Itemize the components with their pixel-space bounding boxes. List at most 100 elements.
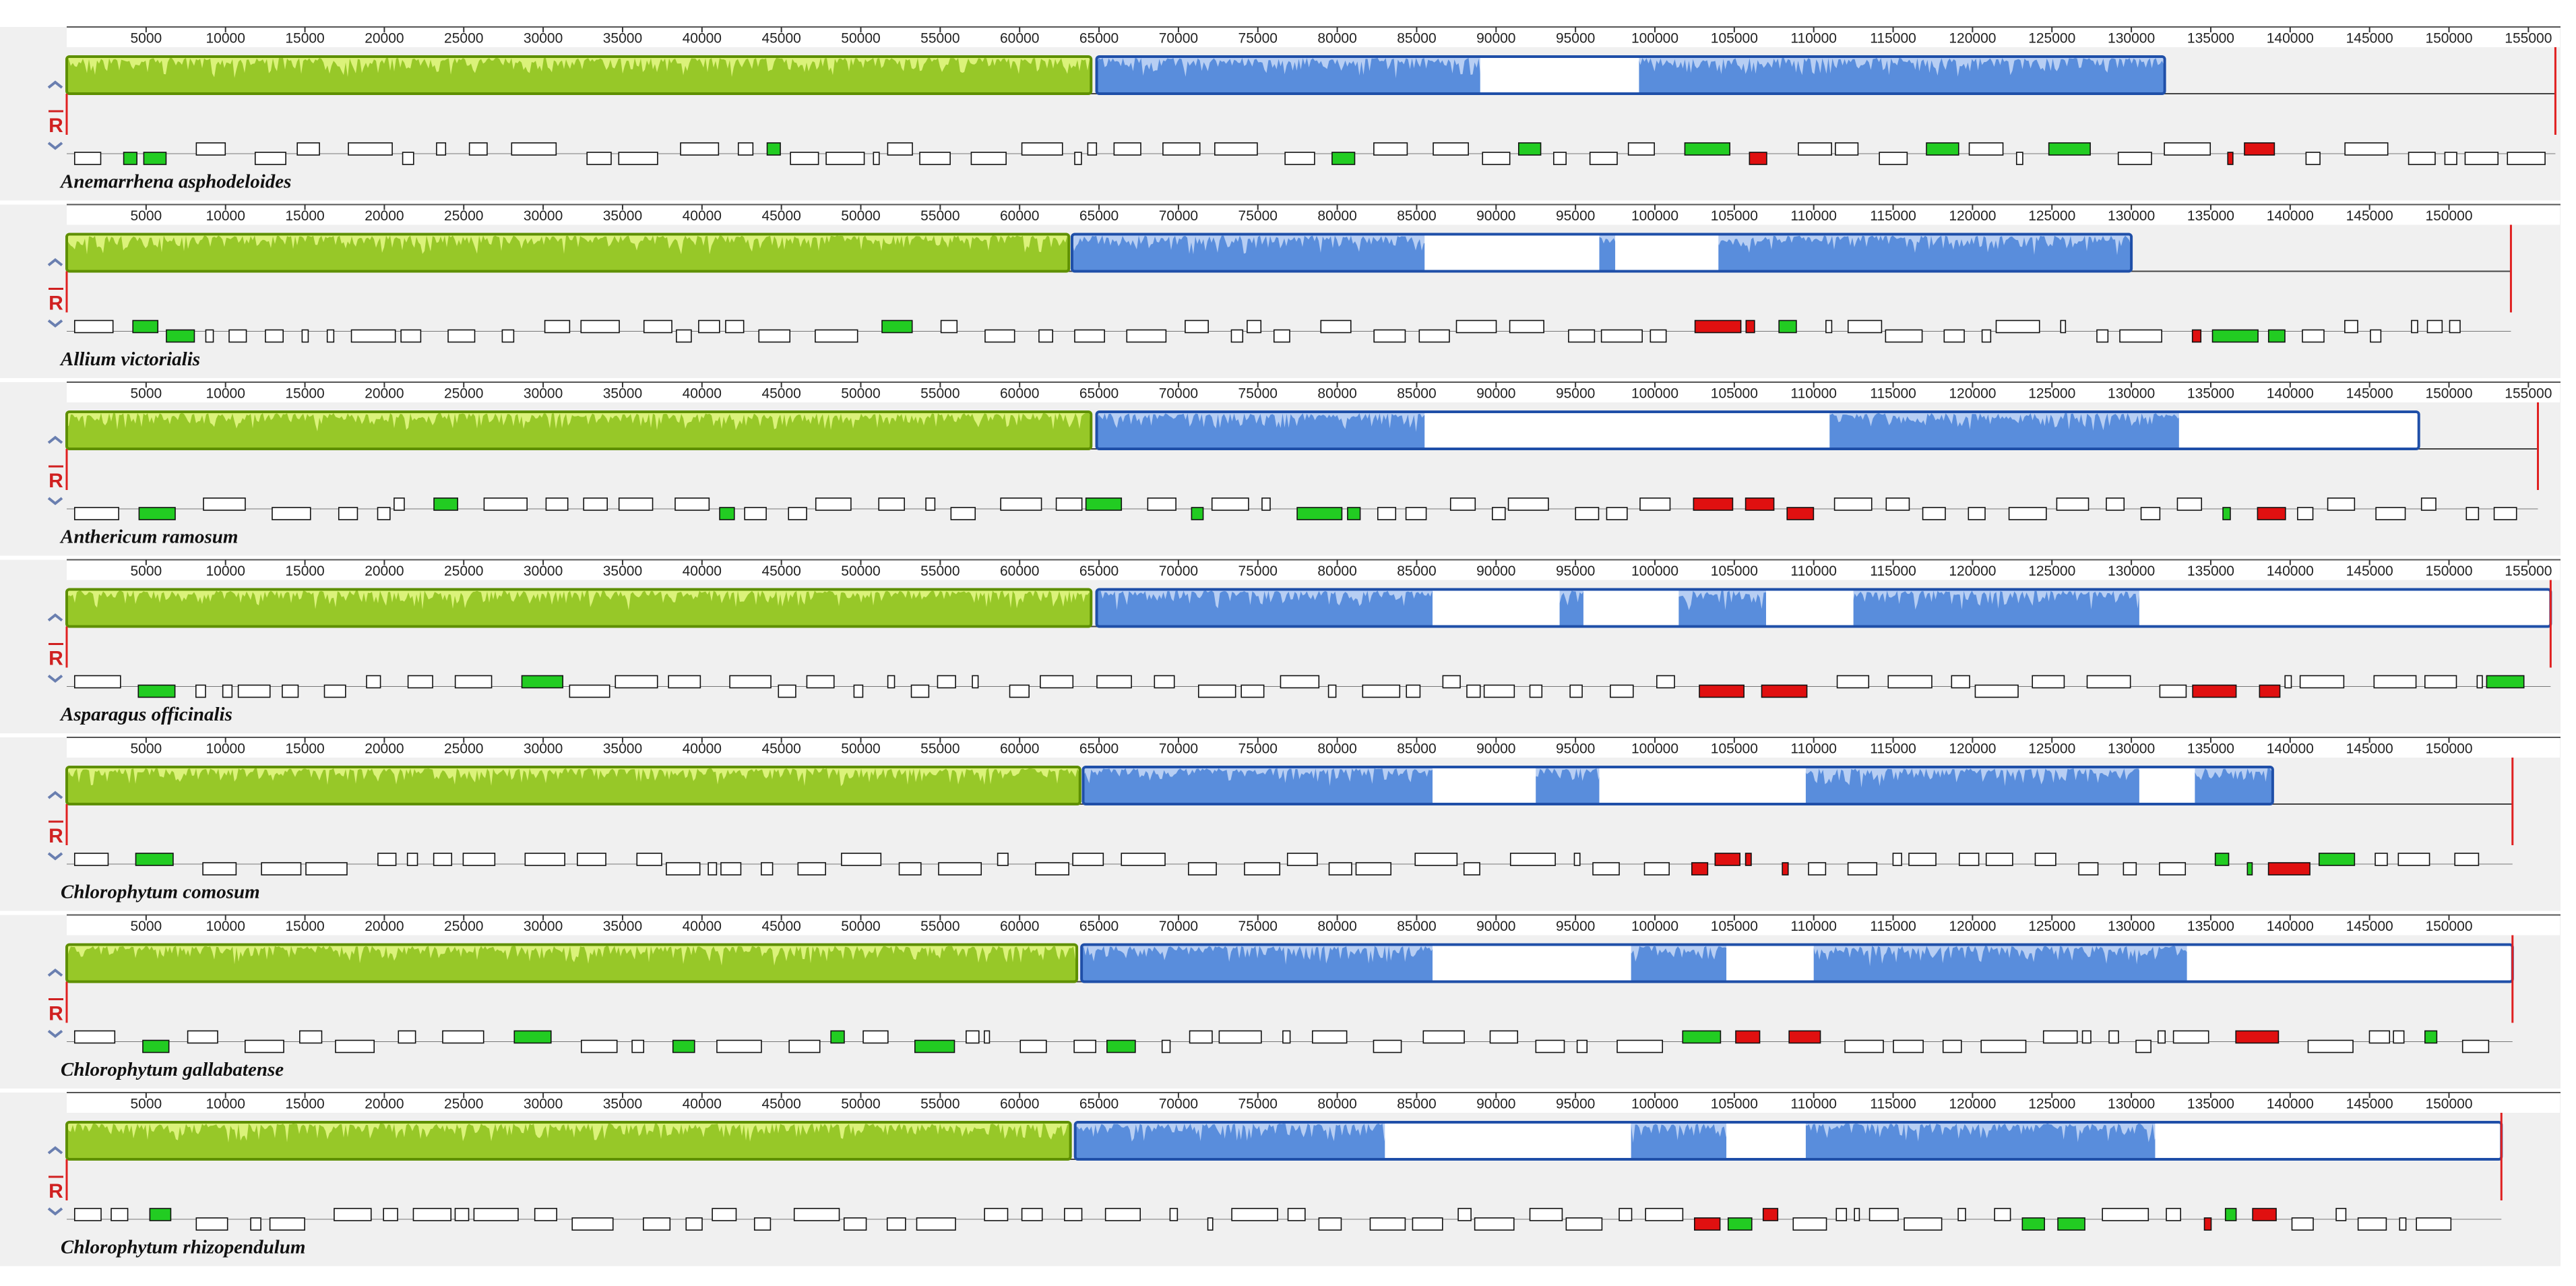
gene-feature [1529,1208,1563,1221]
gene-feature [1369,1217,1406,1231]
gene-feature [2335,1208,2347,1221]
gene-feature [73,319,114,334]
reverse-toggle[interactable]: R [49,647,63,669]
lcb-border [65,1121,1072,1161]
ruler-label: 110000 [1790,208,1837,224]
similarity-profile [67,235,1069,272]
gene-feature [1808,862,1827,876]
gene-feature [501,329,515,343]
gene-feature [1286,853,1318,866]
scroll-down[interactable] [47,1029,63,1039]
ruler-label: 135000 [2187,386,2234,402]
gene-feature [1957,1208,1966,1221]
scroll-up[interactable] [47,435,63,444]
genome-name: Allium victorialis [59,348,200,370]
reverse-toggle[interactable]: R [49,1002,63,1024]
gene-feature [2227,152,2234,165]
gene-feature [914,1039,955,1053]
scroll-up[interactable] [47,791,63,799]
ruler-label: 105000 [1711,563,1758,579]
ruler-label: 120000 [1949,741,1996,757]
ruler-label: 50000 [841,741,880,757]
gene-feature [672,1039,695,1053]
ruler-label: 115000 [1870,31,1916,47]
gene-feature [1466,684,1481,698]
ruler-label: 75000 [1238,1097,1278,1112]
gene-feature [761,862,774,876]
ruler-label: 40000 [683,386,722,402]
gene-feature [1735,1030,1761,1044]
reverse-toggle[interactable]: R [49,292,63,314]
ruler-background [67,1093,2560,1113]
gene-feature [335,1039,375,1053]
scroll-down[interactable] [47,852,63,861]
gene-feature [970,152,1007,165]
gene-feature [2416,1217,2452,1231]
scroll-down[interactable] [47,142,63,150]
gene-feature [1074,152,1082,165]
ruler-label: 115000 [1870,563,1916,579]
gene-feature [744,507,767,520]
gene-feature [1104,1208,1141,1221]
reverse-toggle[interactable]: R [49,1180,63,1202]
gene-feature [350,329,396,343]
ruler-label: 75000 [1238,741,1278,757]
gene-feature [123,152,137,165]
gene-feature [1951,675,1970,689]
lcb-border [65,55,1093,95]
gene-feature [73,1030,116,1044]
scroll-up[interactable] [47,80,63,89]
gene-feature [1650,329,1667,343]
gene-feature [534,1208,557,1221]
gene-feature [296,142,320,156]
ruler-label: 105000 [1711,919,1758,934]
gene-feature [348,142,393,156]
gene-feature [1761,684,1808,698]
scroll-down[interactable] [47,319,63,328]
scroll-up[interactable] [47,1146,63,1155]
gene-feature [1745,497,1775,511]
reverse-toggle[interactable]: R [49,115,63,137]
ruler-label: 130000 [2108,741,2155,757]
ruler-label: 70000 [1159,563,1198,579]
scroll-down[interactable] [47,497,63,506]
ruler-label: 110000 [1790,386,1837,402]
gene-feature [1535,1039,1565,1053]
gene-feature [2247,862,2253,876]
gene-feature [1656,675,1675,689]
ruler-label: 155000 [2505,31,2552,47]
lcb-border [1095,55,2166,95]
reverse-toggle[interactable]: R [49,825,63,847]
gene-feature [1489,1030,1519,1044]
gene-feature [1619,1208,1633,1221]
gene-feature [815,329,858,343]
gene-feature [334,1208,372,1221]
scroll-down[interactable] [47,674,63,683]
ruler-label: 65000 [1079,563,1119,579]
scroll-up[interactable] [47,613,63,622]
reverse-toggle[interactable]: R [49,470,63,492]
gene-feature [323,684,346,698]
panel-background [0,737,2561,911]
gene-feature [1942,1039,1962,1053]
gene-feature [1492,507,1506,520]
gene-feature [685,1217,703,1231]
gene-feature [2211,329,2259,343]
gene-feature [1284,152,1315,165]
ruler-label: 90000 [1476,919,1515,934]
gene-feature [1331,152,1356,165]
gene-feature [940,319,958,334]
scroll-up[interactable] [47,257,63,267]
gene-feature [1893,1039,1924,1053]
scroll-up[interactable] [47,968,63,977]
ruler-label: 65000 [1079,741,1119,757]
gene-feature [841,853,882,866]
ruler-label: 120000 [1949,919,1996,934]
scroll-down[interactable] [47,1207,63,1216]
gene-feature [402,152,414,165]
gene-feature [1362,684,1401,698]
ruler-label: 55000 [920,386,960,402]
ruler-label: 60000 [1000,741,1039,757]
gene-feature [2057,1217,2085,1231]
gene-feature [1749,152,1767,165]
